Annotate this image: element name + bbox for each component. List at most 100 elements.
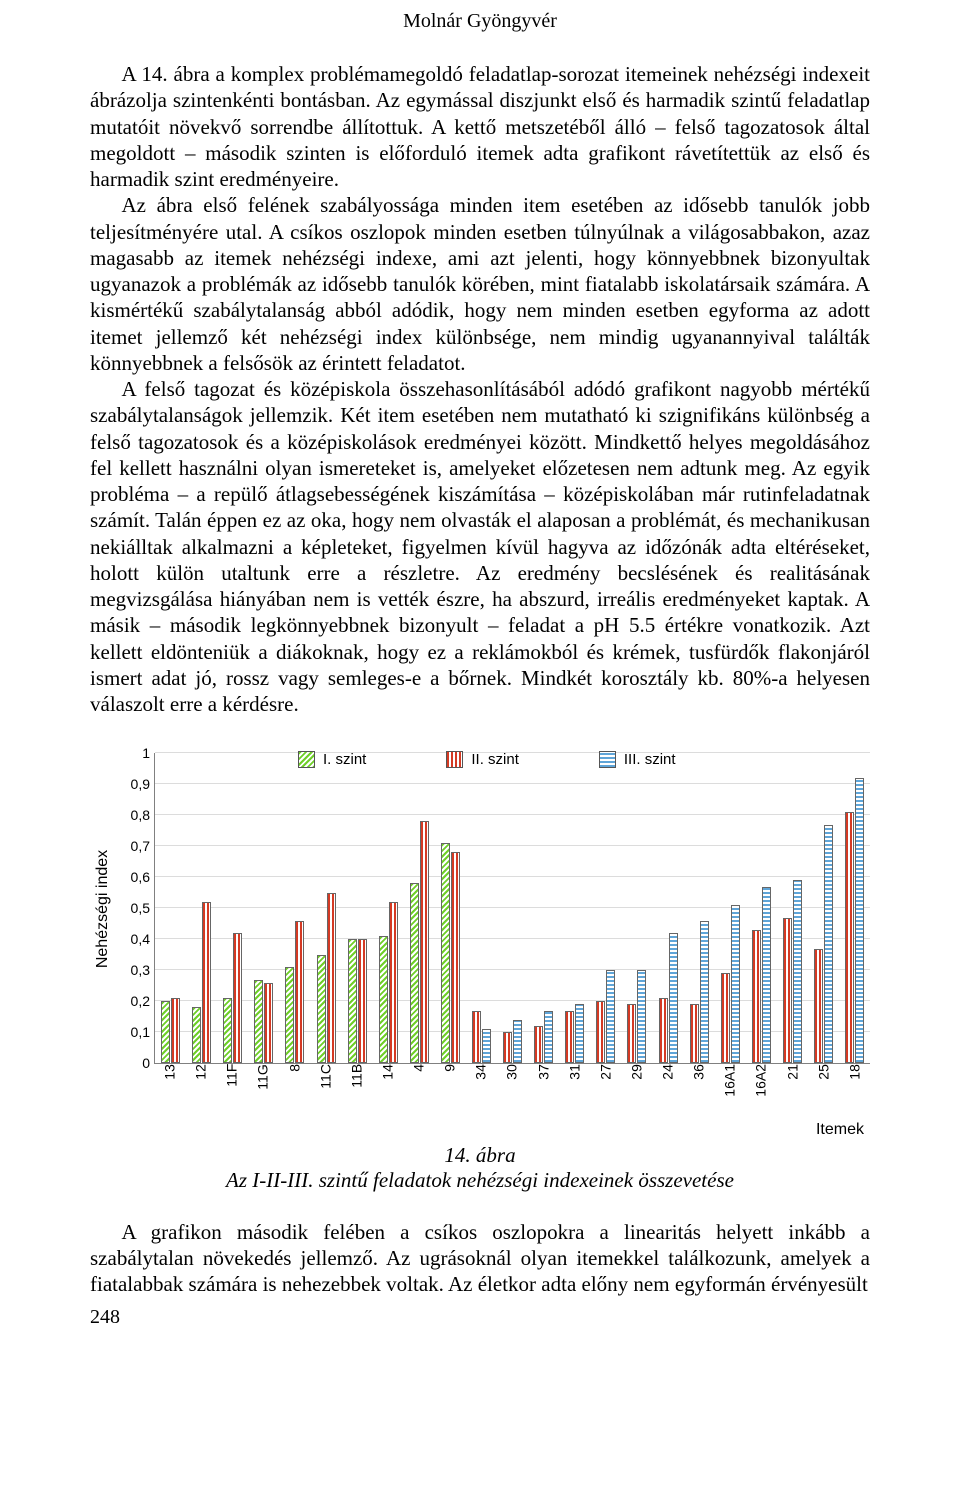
chart-bar	[503, 1032, 512, 1063]
chart-bar	[389, 902, 398, 1063]
chart-x-tick-label: 11C	[310, 1064, 341, 1103]
chart-x-tick-label: 24	[652, 1064, 683, 1103]
chart-bar	[192, 1007, 201, 1063]
chart-bar	[264, 983, 273, 1064]
chart-x-axis-label: Itemek	[90, 1121, 864, 1139]
chart-y-tick-label: 0,6	[131, 869, 150, 885]
chart-x-tick-label: 25	[808, 1064, 839, 1103]
chart-plot-area: I. szint II. szint III. szint	[154, 753, 870, 1064]
chart-bar-group	[248, 753, 279, 1063]
chart-x-tick-label: 36	[683, 1064, 714, 1103]
chart-y-tick-label: 0,3	[131, 962, 150, 978]
chart-bar	[845, 812, 854, 1063]
chart-x-ticks: 131211F11G811C11B1449343037312729243616A…	[154, 1064, 870, 1103]
chart-bar	[420, 821, 429, 1063]
chart-bar	[451, 852, 460, 1063]
chart-bar-group	[528, 753, 559, 1063]
chart-bar	[327, 893, 336, 1064]
chart-bar-group	[497, 753, 528, 1063]
chart-bar	[731, 905, 740, 1063]
figure-caption: 14. ábra Az I-II-III. szintű feladatok n…	[90, 1143, 870, 1193]
chart-y-tick-label: 0,9	[131, 776, 150, 792]
chart-y-axis-label: Nehézségi index	[94, 850, 112, 968]
chart-bar-group	[590, 753, 621, 1063]
chart-bar-group	[279, 753, 310, 1063]
chart-x-tick-label: 30	[496, 1064, 527, 1103]
chart-bar	[814, 949, 823, 1064]
chart-bar	[544, 1011, 553, 1064]
chart-bar	[596, 1001, 605, 1063]
paragraph-3: A felső tagozat és középiskola összehaso…	[90, 376, 870, 717]
legend-swatch-1	[298, 751, 315, 768]
chart-bar	[793, 880, 802, 1063]
chart-bar-group	[559, 753, 590, 1063]
chart-bar	[783, 918, 792, 1064]
chart-y-tick-label: 0,4	[131, 931, 150, 947]
chart-y-tick-label: 0	[142, 1055, 150, 1071]
chart-x-tick-label: 34	[465, 1064, 496, 1103]
chart-bar	[565, 1011, 574, 1064]
chart-bar	[317, 955, 326, 1064]
chart-bar	[285, 967, 294, 1063]
paragraph-1: A 14. ábra a komplex problémamegoldó fel…	[90, 61, 870, 192]
chart-bar-group	[715, 753, 746, 1063]
chart-y-tick-label: 0,1	[131, 1024, 150, 1040]
chart-bar	[171, 998, 180, 1063]
page: Molnár Gyöngyvér A 14. ábra a komplex pr…	[0, 0, 960, 1349]
chart-bar	[534, 1026, 543, 1063]
figure-caption-number: 14. ábra	[444, 1143, 515, 1167]
chart-x-tick-label: 8	[279, 1064, 310, 1103]
chart-x-tick-label: 16A1	[714, 1064, 745, 1103]
chart-x-tick-label: 12	[185, 1064, 216, 1103]
chart-bar	[513, 1020, 522, 1063]
chart-bar-group	[746, 753, 777, 1063]
chart-bar	[700, 921, 709, 1064]
chart-bar-group	[621, 753, 652, 1063]
body-text: A 14. ábra a komplex problémamegoldó fel…	[90, 61, 870, 717]
chart-x-tick-label: 11F	[216, 1064, 247, 1103]
chart-bar-group	[373, 753, 404, 1063]
chart-bar-group	[466, 753, 497, 1063]
chart-y-ticks: 00,10,20,30,40,50,60,70,80,91	[116, 753, 154, 1063]
body-text-after: A grafikon második felében a csíkos oszl…	[90, 1219, 870, 1298]
chart-y-tick-label: 1	[142, 745, 150, 761]
chart-y-tick-label: 0,5	[131, 900, 150, 916]
chart-bar-group	[186, 753, 217, 1063]
chart-bar	[752, 930, 761, 1063]
chart-bar	[627, 1004, 636, 1063]
chart-bar	[410, 883, 419, 1063]
legend-item-3: III. szint	[599, 751, 676, 768]
chart-x-tick-label: 31	[559, 1064, 590, 1103]
chart-bar	[233, 933, 242, 1063]
chart-y-tick-label: 0,7	[131, 838, 150, 854]
chart-bar-group	[839, 753, 870, 1063]
chart-bar	[295, 921, 304, 1064]
chart-bar	[721, 973, 730, 1063]
chart-x-tick-label: 4	[403, 1064, 434, 1103]
legend-label-3: III. szint	[624, 751, 676, 768]
legend-item-2: II. szint	[446, 751, 519, 768]
chart-14: Nehézségi index 00,10,20,30,40,50,60,70,…	[90, 753, 870, 1193]
chart-x-tick-label: 11B	[341, 1064, 372, 1103]
page-number: 248	[90, 1306, 870, 1329]
legend-label-1: I. szint	[323, 751, 366, 768]
chart-x-tick-label: 9	[434, 1064, 465, 1103]
chart-bar	[606, 970, 615, 1063]
legend-label-2: II. szint	[471, 751, 519, 768]
chart-bar	[379, 936, 388, 1063]
chart-x-tick-label: 11G	[247, 1064, 278, 1103]
legend-swatch-3	[599, 751, 616, 768]
chart-bar-group	[684, 753, 715, 1063]
chart-bar	[575, 1004, 584, 1063]
chart-bar	[348, 939, 357, 1063]
chart-bar-group	[310, 753, 341, 1063]
chart-legend: I. szint II. szint III. szint	[298, 751, 813, 768]
figure-caption-title: Az I-II-III. szintű feladatok nehézségi …	[226, 1168, 734, 1192]
chart-x-tick-label: 16A2	[745, 1064, 776, 1103]
legend-item-1: I. szint	[298, 751, 366, 768]
chart-bar	[855, 778, 864, 1063]
chart-bar	[202, 902, 211, 1063]
chart-bar	[669, 933, 678, 1063]
chart-x-tick-label: 29	[621, 1064, 652, 1103]
chart-x-tick-label: 37	[528, 1064, 559, 1103]
